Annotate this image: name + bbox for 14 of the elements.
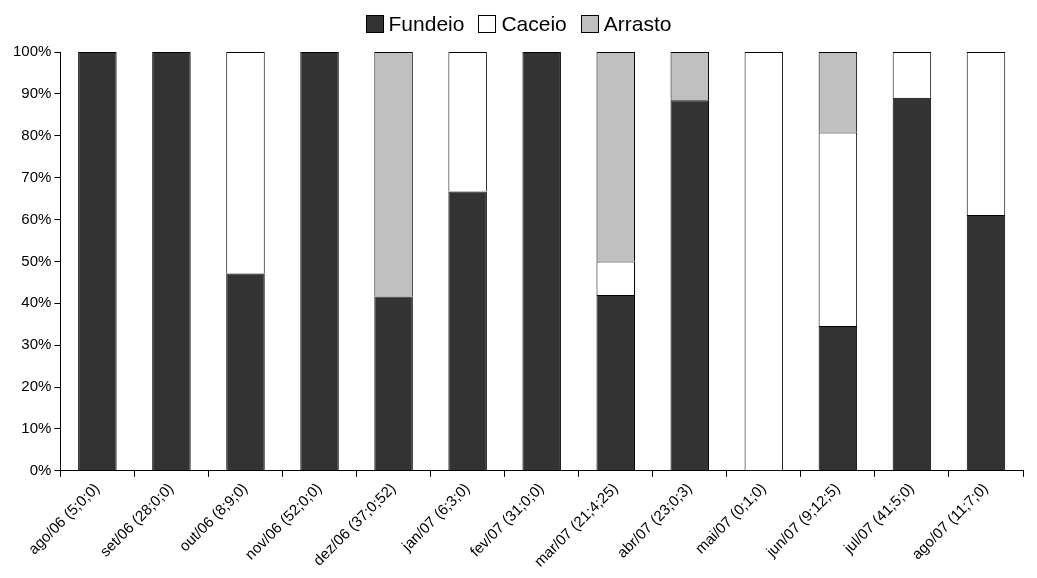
y-tick-label: 0% <box>29 461 52 478</box>
y-tick-label: 20% <box>21 377 52 395</box>
y-tick-label: 10% <box>21 419 52 437</box>
y-tick-label: 40% <box>21 293 52 311</box>
series-label: Caceio <box>501 12 567 36</box>
y-tick-label: 50% <box>21 251 52 269</box>
legend-label: Arrasto <box>603 12 672 36</box>
y-tick-label: 90% <box>21 84 52 102</box>
y-tick-label: 100% <box>12 42 52 60</box>
y-tick-label: 60% <box>21 209 52 227</box>
y-tick-label: 70% <box>21 167 52 185</box>
y-tick-label: 30% <box>21 335 52 353</box>
legend-label: Fundeio <box>388 12 465 36</box>
y-tick-label: 80% <box>21 125 52 143</box>
